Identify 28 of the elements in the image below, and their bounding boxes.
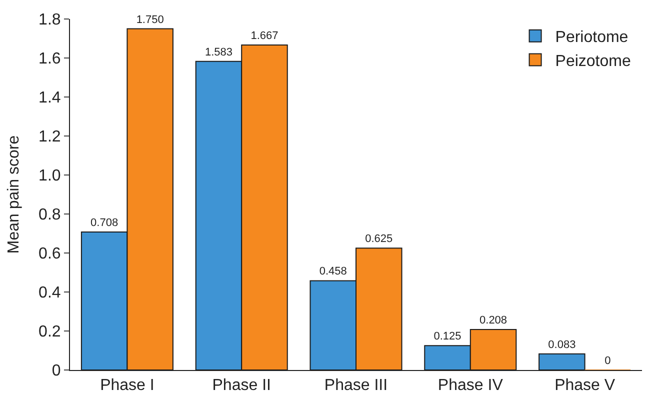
x-tick-label: Phase IV — [438, 377, 504, 394]
y-tick-label: 0.4 — [38, 284, 61, 302]
legend-label: Periotome — [555, 29, 628, 46]
data-label: 0.208 — [480, 314, 508, 326]
data-label: 1.750 — [136, 14, 164, 26]
legend-label: Peizotome — [555, 52, 631, 70]
x-tick-label: Phase II — [212, 377, 271, 394]
x-tick-label: Phase III — [324, 377, 388, 394]
data-label: 0.125 — [434, 330, 462, 343]
y-tick-label: 0.2 — [38, 324, 61, 341]
y-tick-label: 0 — [52, 362, 61, 380]
y-tick-label: 1.4 — [38, 90, 61, 107]
y-tick-label: 1.0 — [38, 168, 61, 185]
y-tick-label: 1.6 — [38, 50, 61, 68]
data-label: 0.708 — [90, 216, 118, 229]
data-label: 0.083 — [548, 338, 576, 351]
data-label: 0 — [604, 355, 611, 367]
y-tick-label: 1.8 — [38, 12, 61, 29]
y-tick-label: 0.8 — [38, 206, 61, 224]
x-tick-label: Phase I — [100, 377, 154, 394]
data-label: 1.583 — [204, 46, 232, 58]
y-tick-label: 0.6 — [38, 246, 61, 263]
y-axis-title: Mean pain score — [5, 135, 22, 254]
data-label: 0.458 — [319, 266, 347, 278]
x-tick-label: Phase V — [554, 377, 616, 394]
y-tick-label: 1.2 — [38, 128, 61, 146]
data-label: 0.625 — [365, 233, 393, 246]
data-label: 1.667 — [250, 30, 278, 42]
